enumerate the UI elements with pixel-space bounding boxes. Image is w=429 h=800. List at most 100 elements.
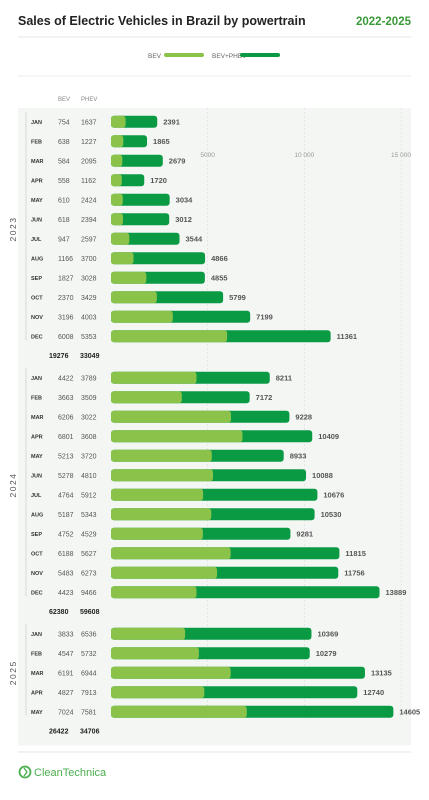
bar-bev (111, 547, 231, 560)
total-label: 10369 (317, 630, 338, 639)
total-label: 9228 (295, 413, 312, 422)
phev-value: 6273 (81, 570, 97, 577)
total-label: 10279 (316, 649, 337, 658)
bar-bev (111, 705, 247, 718)
group-total-bev: 62380 (49, 609, 69, 616)
bev-value: 638 (58, 139, 70, 146)
month-label: JAN (31, 120, 42, 126)
month-label: SEP (31, 532, 42, 538)
total-label: 7172 (256, 393, 273, 402)
bar-bev (111, 647, 199, 660)
total-label: 1865 (153, 137, 170, 146)
month-label: MAR (31, 415, 44, 421)
month-label: MAY (31, 454, 43, 460)
total-label: 8933 (290, 452, 307, 461)
bar-bev (111, 291, 157, 304)
year-band (18, 108, 411, 370)
total-label: 5799 (229, 293, 246, 302)
x-tick-label: 15 000 (391, 152, 411, 159)
bar-bev (111, 213, 123, 226)
month-label: OCT (31, 295, 43, 301)
group-total-bev: 19276 (49, 353, 69, 360)
phev-value: 5353 (81, 334, 97, 341)
month-label: APR (31, 178, 43, 184)
bev-value: 4764 (58, 492, 74, 499)
month-label: APR (31, 690, 43, 696)
month-label: JUN (31, 473, 42, 479)
legend: BEV BEV+PHEV (148, 53, 280, 60)
phev-value: 2424 (81, 197, 97, 204)
year-label: 2025 (8, 660, 18, 685)
bev-value: 4827 (58, 690, 74, 697)
month-label: MAR (31, 159, 44, 165)
bar-bev-phev (111, 154, 163, 167)
total-label: 2679 (169, 157, 186, 166)
month-label: FEB (31, 395, 42, 401)
bev-value: 5483 (58, 570, 74, 577)
bev-value: 584 (58, 158, 70, 165)
total-label: 7199 (256, 313, 273, 322)
total-label: 13889 (386, 588, 407, 597)
phev-value: 3720 (81, 453, 97, 460)
year-band (18, 620, 411, 746)
phev-value: 4003 (81, 314, 97, 321)
total-label: 8211 (276, 374, 292, 383)
total-label: 10676 (323, 491, 344, 500)
phev-value: 3700 (81, 256, 97, 263)
phev-value: 6944 (81, 670, 97, 677)
month-label: MAY (31, 710, 43, 716)
phev-value: 5912 (81, 492, 97, 499)
total-label: 2391 (163, 118, 180, 127)
cleantechnica-logo-icon (18, 765, 32, 779)
phev-value: 7581 (81, 709, 97, 716)
bar-bev (111, 566, 218, 579)
month-label: JAN (31, 632, 42, 638)
bev-value: 6008 (58, 334, 74, 341)
bar-bev (111, 271, 147, 284)
phev-value: 1637 (81, 119, 97, 126)
bar-bev (111, 115, 126, 128)
bar-bev (111, 310, 173, 323)
total-label: 13135 (371, 669, 392, 678)
bev-value: 1166 (58, 256, 73, 263)
total-label: 11756 (344, 569, 364, 578)
bev-value: 618 (58, 217, 70, 224)
phev-value: 9466 (81, 590, 97, 597)
month-label: FEB (31, 651, 42, 657)
bar-bev (111, 488, 204, 501)
legend-swatch-phev (240, 53, 280, 57)
total-label: 11815 (345, 549, 365, 558)
phev-value: 3429 (81, 295, 97, 302)
total-label: 9281 (296, 530, 313, 539)
bev-value: 2370 (58, 295, 74, 302)
month-label: OCT (31, 551, 43, 557)
month-label: APR (31, 434, 43, 440)
phev-value: 1162 (81, 178, 96, 185)
bev-value: 4547 (58, 651, 74, 658)
bev-value: 1827 (58, 275, 74, 282)
phev-value: 3608 (81, 434, 97, 441)
phev-value: 3789 (81, 375, 97, 382)
bev-value: 3196 (58, 314, 74, 321)
bar-bev (111, 154, 123, 167)
bev-value: 5213 (58, 453, 74, 460)
phev-value: 2095 (81, 158, 97, 165)
month-label: AUG (31, 256, 43, 262)
legend-swatch-bev (164, 53, 204, 57)
total-label: 10530 (321, 510, 342, 519)
bev-value: 4422 (58, 375, 74, 382)
month-label: SEP (31, 276, 42, 282)
total-label: 3544 (186, 235, 204, 244)
month-label: JAN (31, 376, 42, 382)
phev-value: 5732 (81, 651, 97, 658)
bev-value: 6801 (58, 434, 74, 441)
bar-bev (111, 469, 214, 482)
bar-bev (111, 193, 123, 206)
chart-date-range: 2022-2025 (356, 16, 412, 28)
phev-value: 6536 (81, 631, 97, 638)
bev-value: 5278 (58, 473, 74, 480)
phev-value: 5343 (81, 512, 97, 519)
year-label: 2024 (8, 473, 18, 498)
bar-bev (111, 410, 231, 423)
